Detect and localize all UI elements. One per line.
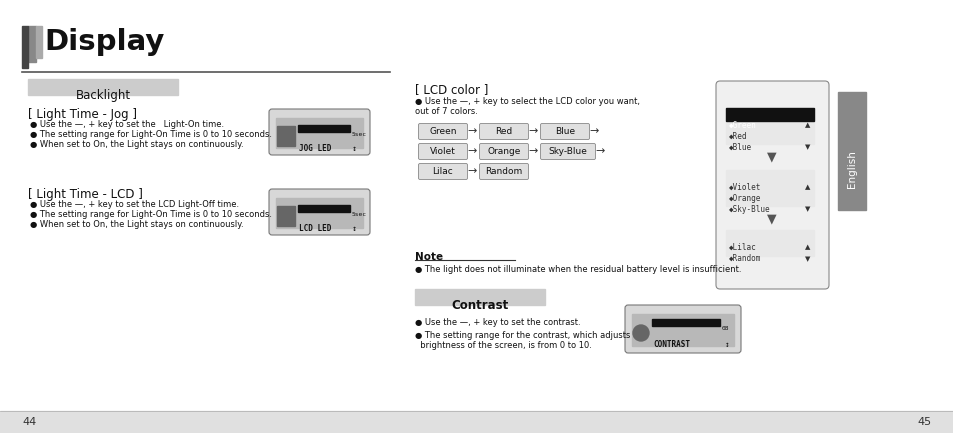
Bar [36, 26, 42, 58]
Text: ▲: ▲ [803, 122, 809, 128]
Bar [651, 319, 720, 326]
Text: Backlight: Backlight [75, 89, 131, 102]
FancyBboxPatch shape [540, 143, 595, 159]
Text: Lilac: Lilac [432, 168, 453, 177]
Bar [725, 108, 813, 121]
Text: [ Light Time - Jog ]: [ Light Time - Jog ] [28, 108, 137, 121]
Bar [276, 206, 294, 226]
Text: →: → [528, 126, 537, 136]
FancyBboxPatch shape [479, 143, 528, 159]
Text: ● The light does not illuminate when the residual battery level is insufficient.: ● The light does not illuminate when the… [415, 265, 740, 274]
Text: ◆Blue: ◆Blue [728, 143, 751, 152]
Text: ◆Sky-Blue: ◆Sky-Blue [728, 205, 770, 214]
Bar [28, 26, 36, 62]
Text: ● Use the —, + key to set the LCD Light-Off time.: ● Use the —, + key to set the LCD Light-… [30, 200, 239, 209]
Text: ▲: ▲ [803, 184, 809, 190]
Text: ◆Orange: ◆Orange [728, 194, 760, 203]
FancyBboxPatch shape [540, 123, 589, 139]
Text: Display: Display [44, 28, 164, 56]
Text: Blue: Blue [555, 127, 575, 136]
Bar [837, 92, 865, 210]
FancyBboxPatch shape [716, 81, 828, 289]
Bar [725, 108, 813, 144]
Text: LCD LED: LCD LED [298, 224, 331, 233]
Text: ▼: ▼ [766, 212, 776, 225]
Text: ● The setting range for the contrast, which adjusts the
  brightness of the scre: ● The setting range for the contrast, wh… [415, 331, 646, 350]
Text: Sky-Blue: Sky-Blue [548, 148, 587, 156]
Bar [275, 118, 363, 148]
Bar [631, 314, 733, 346]
Bar [276, 126, 294, 146]
Text: CONTRAST: CONTRAST [652, 340, 689, 349]
FancyBboxPatch shape [418, 123, 467, 139]
Text: Contrast: Contrast [451, 299, 508, 312]
Bar [0, 411, 953, 433]
FancyBboxPatch shape [479, 123, 528, 139]
Text: 5sec: 5sec [352, 132, 367, 137]
FancyBboxPatch shape [418, 143, 467, 159]
Bar [725, 170, 813, 206]
Text: ▼: ▼ [766, 150, 776, 163]
FancyBboxPatch shape [479, 164, 528, 180]
Text: ● When set to On, the Light stays on continuously.: ● When set to On, the Light stays on con… [30, 140, 243, 149]
Bar [725, 230, 813, 256]
Text: →: → [589, 126, 598, 136]
Text: ▲: ▲ [803, 244, 809, 250]
Text: Random: Random [485, 168, 522, 177]
Bar [275, 198, 363, 228]
Text: ● The setting range for Light-On Time is 0 to 10 seconds.: ● The setting range for Light-On Time is… [30, 210, 272, 219]
Text: →: → [467, 166, 476, 176]
FancyBboxPatch shape [418, 164, 467, 180]
FancyBboxPatch shape [269, 189, 370, 235]
Text: ● Use the —, + key to set the   Light-On time.: ● Use the —, + key to set the Light-On t… [30, 120, 224, 129]
Text: JOG LED: JOG LED [298, 144, 331, 153]
Text: →: → [467, 126, 476, 136]
Text: 45: 45 [917, 417, 931, 427]
Text: ◆Violet: ◆Violet [728, 183, 760, 192]
Text: 08: 08 [721, 326, 729, 331]
Text: ● When set to On, the Light stays on continuously.: ● When set to On, the Light stays on con… [30, 220, 243, 229]
FancyBboxPatch shape [624, 305, 740, 353]
FancyBboxPatch shape [269, 109, 370, 155]
Text: ▼: ▼ [803, 144, 809, 150]
Text: ▼: ▼ [803, 256, 809, 262]
Text: 5sec: 5sec [352, 212, 367, 217]
Bar [22, 26, 28, 68]
Bar [297, 205, 350, 212]
Text: ◆Random: ◆Random [728, 254, 760, 263]
Text: ◆Green: ◆Green [728, 121, 756, 130]
Text: [ Light Time - LCD ]: [ Light Time - LCD ] [28, 188, 143, 201]
Circle shape [633, 325, 648, 341]
Text: ● Use the —, + key to select the LCD color you want,
out of 7 colors.: ● Use the —, + key to select the LCD col… [415, 97, 639, 116]
Bar [297, 125, 350, 132]
Text: Note: Note [415, 252, 442, 262]
Text: →: → [467, 146, 476, 156]
Text: ◆Lilac: ◆Lilac [728, 243, 756, 252]
Text: ↕: ↕ [352, 144, 356, 153]
Text: Orange: Orange [487, 148, 520, 156]
Text: Red: Red [495, 127, 512, 136]
Text: Green: Green [429, 127, 456, 136]
Text: ● Use the —, + key to set the contrast.: ● Use the —, + key to set the contrast. [415, 318, 580, 327]
Text: [ LCD color ]: [ LCD color ] [415, 83, 488, 96]
Text: ◆Red: ◆Red [728, 132, 747, 141]
Text: ▼: ▼ [803, 206, 809, 212]
Text: →: → [528, 146, 537, 156]
Text: ↕: ↕ [724, 340, 729, 349]
Bar [415, 289, 544, 305]
Text: Violet: Violet [430, 148, 456, 156]
Text: ● The setting range for Light-On Time is 0 to 10 seconds.: ● The setting range for Light-On Time is… [30, 130, 272, 139]
Text: ↕: ↕ [352, 224, 356, 233]
Bar [28, 79, 178, 95]
Text: 44: 44 [22, 417, 36, 427]
Text: →: → [595, 146, 604, 156]
Text: English: English [846, 150, 856, 188]
